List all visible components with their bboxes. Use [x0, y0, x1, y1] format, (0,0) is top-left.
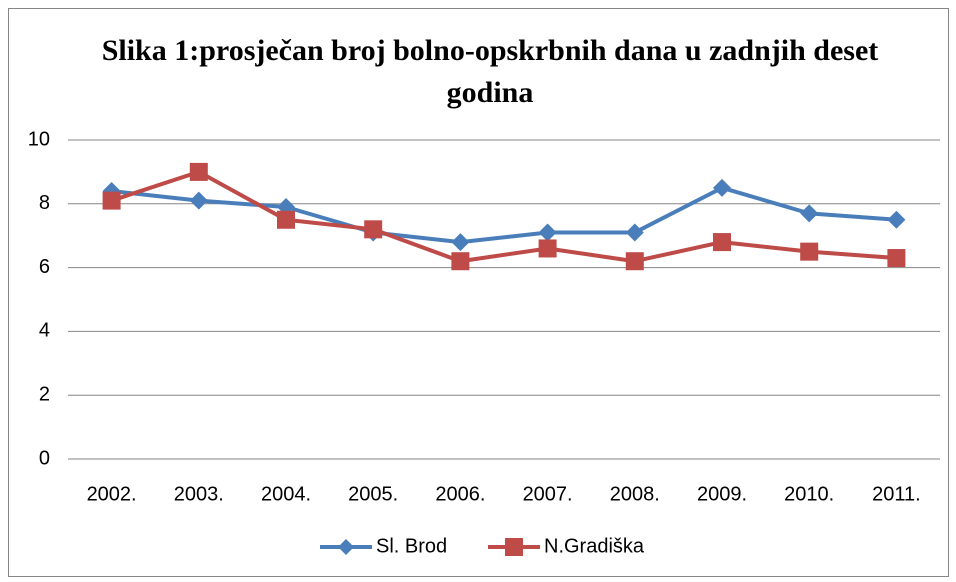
- y-tick-label: 4: [39, 320, 50, 342]
- x-tick-label: 2007.: [523, 483, 573, 505]
- marker: [538, 239, 557, 258]
- y-tick-label: 10: [28, 128, 50, 150]
- x-tick-label: 2011.: [872, 483, 921, 505]
- x-tick-label: 2009.: [697, 483, 747, 505]
- x-tick-label: 2010.: [784, 483, 834, 505]
- y-tick-label: 0: [39, 447, 50, 469]
- legend-label: Sl. Brod: [376, 535, 447, 557]
- marker: [887, 210, 906, 229]
- marker: [451, 233, 470, 252]
- x-tick-label: 2006.: [435, 483, 485, 505]
- marker: [364, 220, 383, 239]
- marker: [189, 162, 208, 181]
- marker: [713, 233, 731, 252]
- x-tick-label: 2002.: [87, 483, 137, 505]
- marker: [800, 204, 819, 223]
- marker: [451, 252, 470, 271]
- y-tick-label: 6: [39, 256, 50, 278]
- marker: [625, 252, 644, 271]
- marker: [887, 249, 906, 268]
- marker: [102, 191, 121, 210]
- marker: [625, 223, 644, 242]
- legend-marker: [505, 538, 523, 556]
- chart-title: Slika 1:prosječan broj bolno-opskrbnih d…: [101, 34, 879, 109]
- marker: [713, 178, 731, 197]
- legend-marker: [338, 539, 354, 555]
- marker: [277, 210, 295, 229]
- series-line: [110, 169, 897, 264]
- x-tick-label: 2005.: [348, 483, 398, 505]
- chart-frame: [8, 8, 949, 577]
- y-tick-label: 2: [39, 383, 50, 405]
- x-tick-label: 2004.: [261, 483, 311, 505]
- x-tick-label: 2008.: [610, 483, 660, 505]
- x-tick-label: 2003.: [174, 483, 224, 505]
- series-line: [111, 185, 897, 245]
- legend-label: N.Gradiška: [544, 535, 645, 557]
- marker: [538, 223, 557, 242]
- y-tick-label: 8: [39, 192, 50, 214]
- marker: [189, 191, 208, 210]
- marker: [800, 242, 819, 261]
